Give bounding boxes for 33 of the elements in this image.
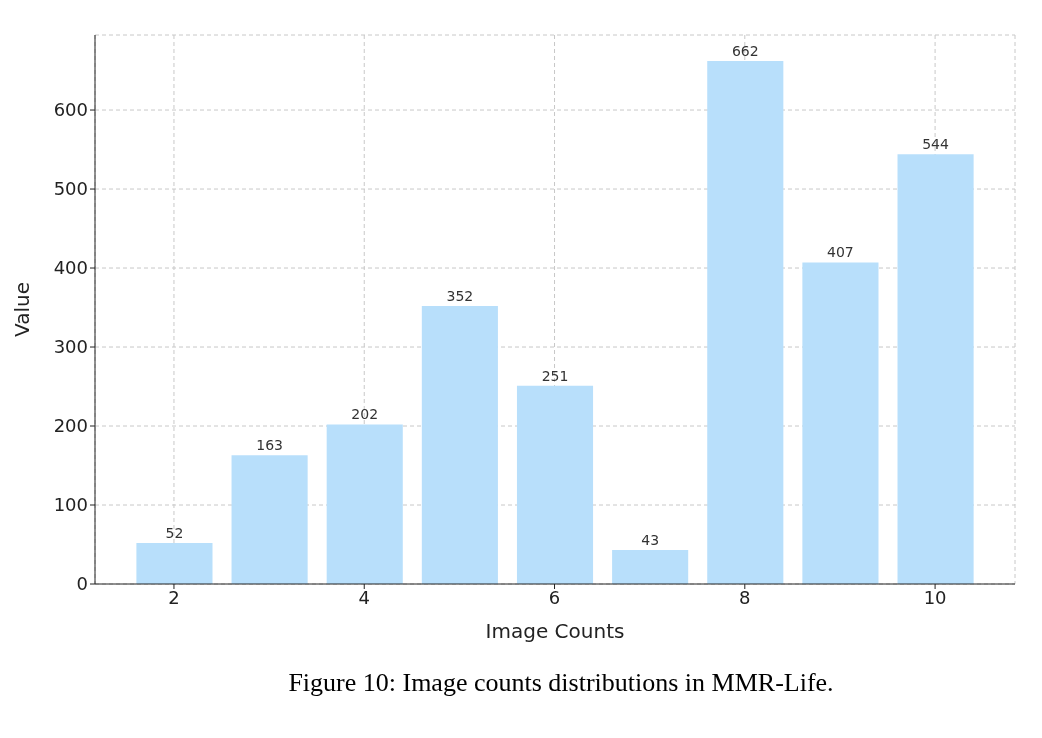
bar: [231, 455, 308, 584]
bar: [612, 550, 689, 584]
y-tick-label: 0: [76, 573, 88, 595]
y-tick-label: 200: [53, 415, 88, 437]
data-label: 163: [256, 437, 283, 454]
data-label: 202: [351, 406, 379, 423]
x-tick-label: 6: [548, 586, 561, 608]
y-tick-label: 400: [53, 257, 88, 279]
bar: [421, 305, 498, 584]
data-label: 43: [641, 532, 660, 549]
bar: [136, 542, 213, 584]
bar: [707, 61, 784, 584]
data-label: 544: [922, 136, 950, 153]
data-label: 352: [446, 287, 474, 304]
x-tick-label: 10: [923, 586, 947, 608]
data-label: 662: [731, 43, 759, 60]
y-tick-label: 600: [53, 99, 88, 121]
caption: Figure 10: Image counts distributions in MMR-Life.: [287, 668, 835, 698]
bar: [897, 154, 974, 584]
data-label: 52: [165, 524, 184, 541]
y-tick-label: 300: [53, 336, 88, 358]
data-label: 407: [827, 244, 854, 261]
y-tick-label: 500: [53, 178, 88, 200]
y-tick-label: 100: [53, 494, 88, 516]
bar: [326, 424, 403, 584]
bar: [516, 385, 594, 584]
x-tick-label: 8: [739, 586, 751, 608]
x-tick-label: 2: [168, 586, 180, 608]
y-axis-title: Value: [10, 282, 35, 337]
x-tick-label: 4: [358, 586, 370, 608]
data-label: 251: [541, 367, 569, 384]
x-axis-title: Image Counts: [485, 619, 625, 643]
bar: [802, 262, 879, 584]
